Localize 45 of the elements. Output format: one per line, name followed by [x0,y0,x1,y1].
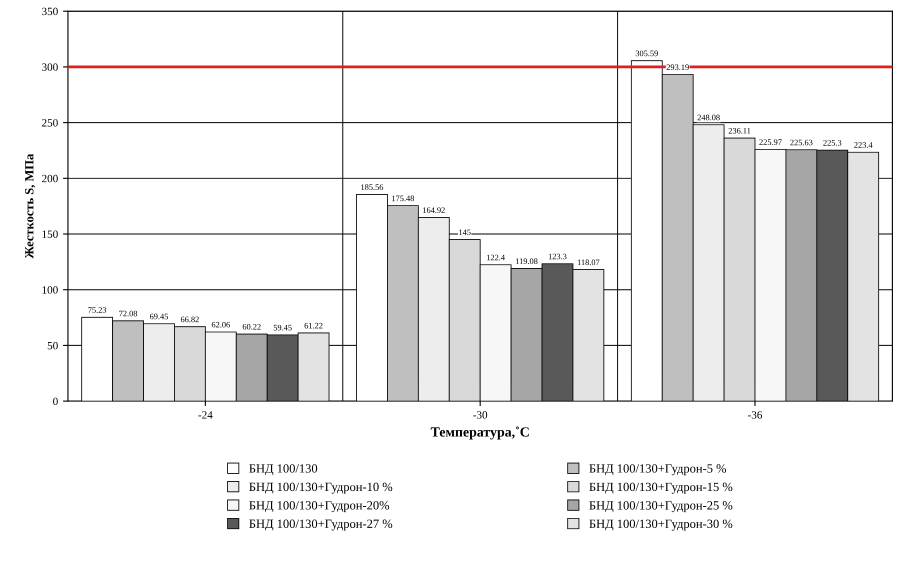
y-tick-label: 250 [42,119,58,127]
legend-label: БНД 100/130 [249,464,318,476]
data-label: 223.4 [854,142,872,148]
y-tick-label: 0 [53,398,58,406]
legend-label: БНД 100/130+Гудрон-10 % [249,482,392,494]
x-tick-label: -24 [198,411,213,419]
data-label: 236.11 [728,128,750,134]
y-axis-title: Жесткость S, МПа [25,154,36,259]
data-label: 225.63 [790,140,813,146]
legend-label: БНД 100/130+Гудрон-27 % [249,520,392,531]
x-axis-title: Температура,˚С [430,426,529,440]
data-label: 185.56 [361,184,384,190]
data-label: 225.97 [759,139,782,145]
data-label: 293.19 [666,64,689,70]
y-tick-label: 300 [42,63,58,71]
y-tick-label: 200 [42,174,58,182]
data-label: 305.59 [636,50,658,56]
data-label: 69.45 [150,314,168,320]
data-label: 225.3 [823,140,842,146]
data-label: 60.22 [242,324,261,330]
data-label: 123.3 [548,254,567,260]
data-label: 119.08 [516,258,538,264]
data-label: 145 [459,230,471,236]
y-tick-label: 100 [42,286,58,294]
data-label: 118.07 [578,259,600,266]
y-tick-label: 350 [42,8,58,16]
data-label: 66.82 [180,316,199,322]
data-label: 164.92 [423,207,445,213]
y-tick-label: 50 [48,342,58,350]
data-label: 75.23 [88,307,106,313]
legend-label: БНД 100/130+Гудрон-20% [249,501,390,512]
x-tick-label: -30 [473,411,488,419]
data-label: 175.48 [392,196,414,202]
legend-label: БНД 100/130+Гудрон-25 % [589,501,732,512]
data-label: 122.4 [486,254,505,260]
data-label: 59.45 [274,324,292,330]
x-tick-label: -36 [748,411,762,419]
y-tick-label: 150 [42,230,58,238]
legend-label: БНД 100/130+Гудрон-30 % [589,520,732,531]
data-label: 72.08 [119,310,138,316]
data-label: 61.22 [304,322,322,328]
data-label: 62.06 [212,322,230,328]
data-label: 248.08 [698,114,720,120]
legend-label: БНД 100/130+Гудрон-15 % [589,482,732,494]
legend-label: БНД 100/130+Гудрон-5 % [589,464,726,476]
